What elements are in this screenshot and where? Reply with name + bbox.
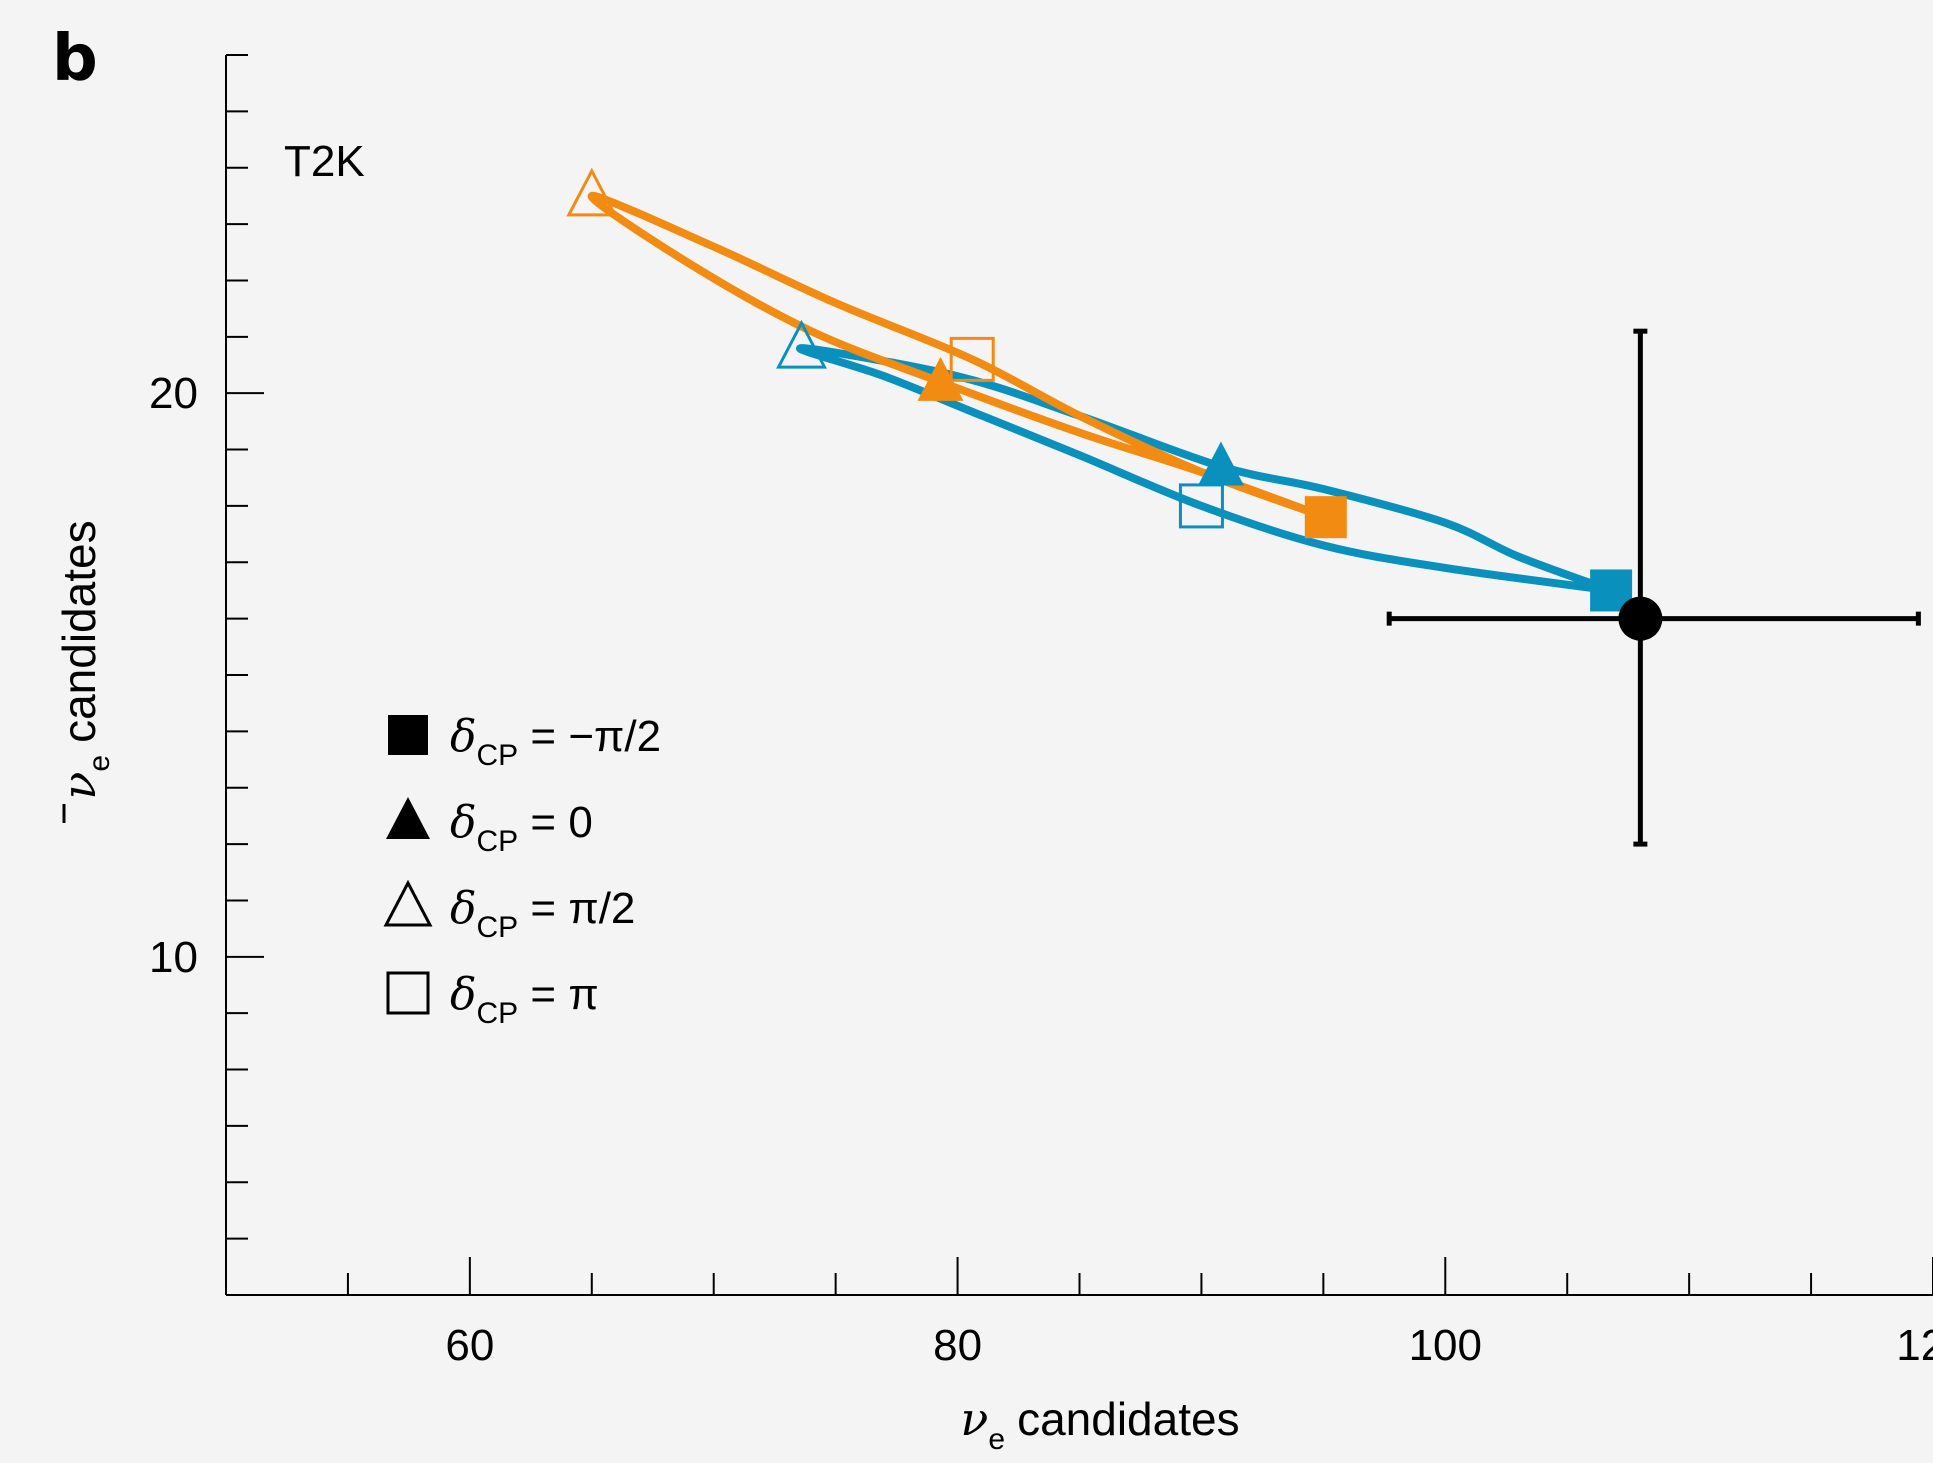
series-curves bbox=[587, 191, 1613, 595]
blue-marker-square-open bbox=[1178, 483, 1224, 529]
legend-text: = 0 bbox=[518, 798, 593, 847]
legend-subscript: CP bbox=[477, 911, 519, 944]
x-tick-label: 120 bbox=[1896, 1321, 1933, 1370]
orange-marker-triangle-open bbox=[566, 167, 618, 217]
data-point bbox=[1618, 596, 1663, 641]
legend-symbol: δ bbox=[450, 969, 477, 1020]
legend-marker-triangle-filled bbox=[386, 797, 430, 839]
legend-symbol: δ bbox=[450, 711, 477, 762]
legend-symbol: δ bbox=[450, 883, 477, 934]
x-axis-label-sub: e bbox=[988, 1423, 1005, 1456]
orange-marker-square-filled bbox=[1304, 496, 1347, 539]
legend-label: δCP = π bbox=[450, 969, 599, 1030]
blue-marker-triangle-open bbox=[776, 319, 827, 369]
y-axis-label: νe candidates bbox=[52, 520, 116, 799]
x-axis: 60 80 100 120 bbox=[226, 1257, 1933, 1370]
legend-marker-square-filled bbox=[388, 715, 428, 755]
x-axis-label-text: candidates bbox=[1017, 1393, 1240, 1445]
legend-text: = π bbox=[518, 970, 599, 1019]
orange-marker-triangle-filled bbox=[917, 356, 964, 401]
x-tick-label: 80 bbox=[933, 1321, 982, 1370]
legend-text: = π/2 bbox=[518, 884, 635, 933]
x-tick-label: 100 bbox=[1409, 1321, 1482, 1370]
svg-text:νecandidates: νe candidates bbox=[52, 520, 116, 799]
orange-marker-square-open bbox=[949, 336, 995, 382]
legend-label: δCP = −π/2 bbox=[450, 711, 661, 772]
legend-subscript: CP bbox=[477, 825, 519, 858]
legend-label: δCP = 0 bbox=[450, 797, 593, 858]
y-axis-label-sub: e bbox=[83, 755, 116, 772]
y-tick-label: 10 bbox=[149, 933, 198, 982]
legend-label: δCP = π/2 bbox=[450, 883, 635, 944]
experiment-label: T2K bbox=[284, 137, 365, 186]
panel-label: b bbox=[52, 22, 98, 96]
x-tick-label: 60 bbox=[445, 1321, 494, 1370]
legend-symbol: δ bbox=[450, 797, 477, 848]
x-axis-label: νe candidates bbox=[960, 1392, 1239, 1456]
legend-text: = −π/2 bbox=[518, 712, 661, 761]
y-axis-label-symbol: ν bbox=[52, 772, 106, 800]
legend-subscript: CP bbox=[477, 739, 519, 772]
legend-marker-triangle-open bbox=[383, 879, 433, 927]
measurement bbox=[1386, 328, 1921, 847]
x-axis-label-symbol: ν bbox=[960, 1392, 988, 1446]
blue-series-curve bbox=[796, 344, 1613, 595]
y-axis: 10 20 bbox=[149, 54, 264, 1296]
y-tick-label: 20 bbox=[149, 369, 198, 418]
series-markers bbox=[566, 167, 1633, 612]
blue-marker-triangle-filled bbox=[1197, 441, 1244, 486]
legend-marker-square-open bbox=[386, 971, 430, 1015]
orange-series-curve bbox=[587, 191, 1328, 521]
legend-subscript: CP bbox=[477, 997, 519, 1030]
y-axis-label-text: candidates bbox=[53, 520, 105, 743]
